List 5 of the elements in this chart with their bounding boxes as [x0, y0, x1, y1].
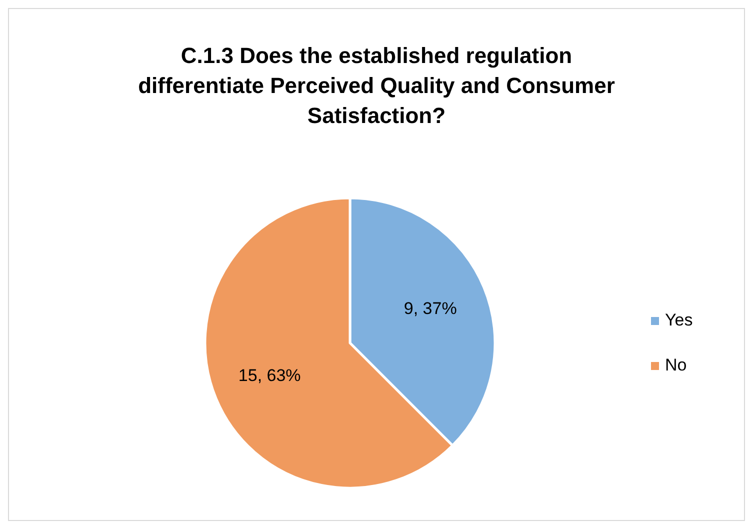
legend-label: No [665, 355, 687, 374]
data-label: 15, 63% [238, 366, 301, 385]
legend-label: Yes [665, 310, 693, 330]
chart-title: C.1.3 Does the established regulation differentiate Perceived Quality and Consumer Satisfaction? [138, 43, 616, 128]
data-label: 9, 37% [404, 299, 457, 318]
